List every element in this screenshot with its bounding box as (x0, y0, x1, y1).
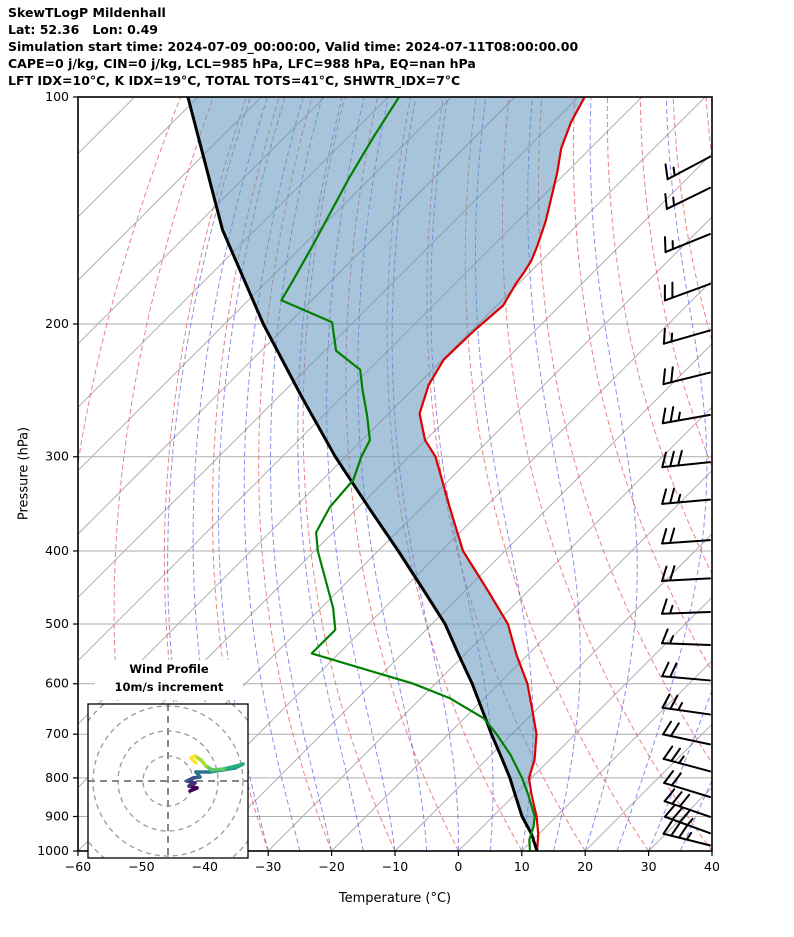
parcel-line (186, 97, 539, 851)
hodograph-trace-segment (189, 756, 198, 765)
y-tick-label: 100 (45, 89, 69, 104)
x-axis-label: Temperature (°C) (338, 891, 452, 906)
plot-title: SkewTLogP Mildenhall (8, 5, 166, 20)
hodograph-border (87, 703, 249, 859)
isotherm-line (521, 660, 712, 851)
dry-adiabat-line (572, 97, 712, 673)
moist-adiabat-line (616, 97, 708, 851)
wind-barb (662, 745, 711, 773)
x-tick-label: −30 (255, 859, 281, 874)
isotherm-line (204, 343, 712, 851)
isotherm-line (78, 97, 262, 282)
temperature-line (418, 97, 586, 851)
y-tick-label: 200 (45, 316, 69, 331)
cape-shaded-area (187, 97, 585, 840)
wind-barb (662, 720, 711, 746)
wind-barb (664, 186, 711, 210)
hodograph-trace-segment (210, 767, 226, 772)
x-tick-label: −10 (382, 859, 408, 874)
x-tick-label: 20 (577, 859, 593, 874)
y-tick-label: 1000 (37, 843, 69, 858)
wind-barb (661, 449, 711, 469)
y-tick-label: 600 (45, 676, 69, 691)
x-tick-label: −40 (192, 859, 218, 874)
dry-adiabat-line (639, 97, 712, 468)
wind-barb (661, 487, 711, 505)
isotherm-line (78, 97, 326, 345)
wind-barb (663, 788, 711, 818)
dry-adiabat-line (672, 97, 712, 343)
hodograph-title-line2: 10m/s increment (114, 680, 224, 694)
x-tick-label: −20 (318, 859, 344, 874)
dry-adiabat-line (606, 97, 712, 575)
isotherm-line (78, 97, 706, 725)
cape-indices-line: CAPE=0 j/kg, CIN=0 j/kg, LCL=985 hPa, LF… (8, 56, 476, 71)
isotherm-line (584, 723, 712, 851)
wind-barb (661, 661, 711, 682)
y-tick-label: 800 (45, 770, 69, 785)
x-tick-label: −50 (128, 859, 154, 874)
x-tick-label: 30 (641, 859, 657, 874)
wind-barb (661, 527, 711, 545)
wind-barb (661, 693, 711, 716)
y-tick-label: 700 (45, 726, 69, 741)
isotherm-line (458, 596, 712, 851)
wind-barb (662, 366, 711, 386)
x-tick-label: 0 (454, 859, 462, 874)
wind-barb (663, 233, 711, 254)
wind-barb (661, 565, 711, 582)
hodograph-title: Wind Profile 10m/s increment (95, 660, 243, 700)
dewpoint-line (280, 97, 536, 851)
isotherm-line (141, 279, 712, 851)
latlon-line: Lat: 52.36 Lon: 0.49 (8, 22, 158, 37)
y-axis-label: Pressure (hPa) (16, 426, 32, 521)
wind-barb (662, 327, 711, 345)
wind-barb (662, 820, 711, 847)
wind-barb (663, 769, 711, 799)
wind-barb (661, 628, 711, 646)
hodograph-title-line1: Wind Profile (129, 662, 209, 676)
wind-barbs (661, 155, 711, 847)
y-tick-label: 400 (45, 543, 69, 558)
y-tick-label: 500 (45, 616, 69, 631)
stability-indices-line: LFT IDX=10°C, K IDX=19°C, TOTAL TOTS=41°… (8, 73, 461, 88)
moist-adiabat-line (584, 97, 638, 851)
dry-adiabat-line (113, 97, 214, 851)
x-tick-label: −60 (65, 859, 91, 874)
dry-adiabat-line (258, 97, 333, 851)
isotherm-line (331, 469, 712, 851)
wind-barb (661, 598, 711, 615)
isotherm-line (267, 406, 712, 851)
hodograph-inset (87, 703, 249, 859)
hodograph-trace-segment (222, 764, 238, 771)
x-tick-label: 40 (704, 859, 720, 874)
wind-barb (661, 406, 711, 425)
sim-time-line: Simulation start time: 2024-07-09_00:00:… (8, 39, 579, 54)
y-tick-label: 300 (45, 449, 69, 464)
wind-barb (664, 155, 711, 181)
x-tick-label: 10 (514, 859, 530, 874)
wind-barb (663, 281, 711, 302)
y-tick-label: 900 (45, 808, 69, 823)
